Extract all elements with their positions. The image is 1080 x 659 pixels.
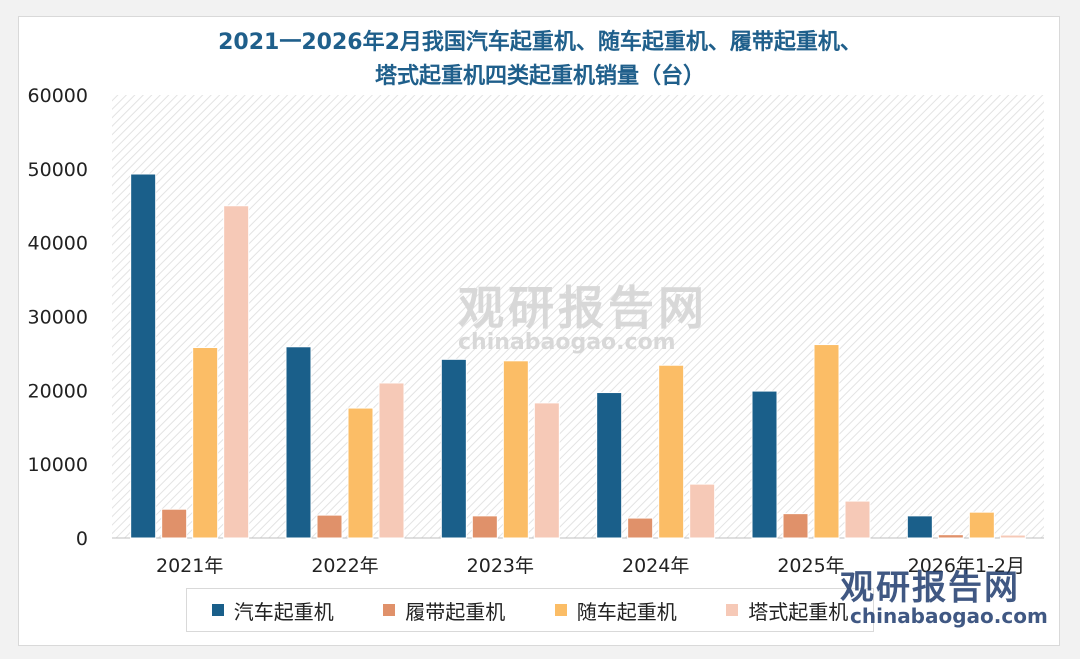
x-tick-label: 2023年 (467, 555, 534, 577)
plot-area (112, 95, 1044, 538)
chart-title-line2: 塔式起重机四类起重机销量（台） (374, 64, 705, 89)
bar (223, 205, 250, 539)
y-tick-label: 30000 (28, 307, 88, 329)
watermark-center-url: chinabaogao.com (458, 330, 676, 355)
bar (968, 511, 995, 539)
chart-title-line1: 2021一2026年2月我国汽车起重机、随车起重机、履带起重机、 (218, 30, 862, 55)
bar (937, 534, 964, 539)
legend-label: 履带起重机 (405, 599, 506, 624)
y-tick-label: 50000 (28, 159, 88, 181)
legend-item: 汽车起重机 (211, 596, 334, 625)
bar (813, 344, 840, 539)
y-tick-label: 0 (76, 528, 88, 550)
bar (999, 534, 1026, 539)
x-tick-label: 2022年 (311, 555, 378, 577)
x-tick-label: 2025年 (777, 555, 844, 577)
bar (471, 515, 498, 539)
y-tick-label: 20000 (28, 380, 88, 402)
legend-label: 汽车起重机 (233, 599, 334, 624)
bar (533, 402, 560, 539)
bar (627, 517, 654, 539)
bar (285, 346, 312, 539)
x-tick-label: 2024年 (622, 555, 689, 577)
x-tick-label: 2021年 (156, 555, 223, 577)
bar (378, 382, 405, 539)
watermark-corner-text: 观研报告网 (840, 568, 1020, 608)
y-tick-label: 10000 (28, 454, 88, 476)
bar (782, 513, 809, 539)
legend-item: 塔式起重机 (726, 596, 848, 625)
bar (844, 500, 871, 539)
bar (192, 347, 219, 539)
bar (502, 360, 529, 539)
legend-swatch (726, 604, 739, 616)
watermark-corner-url: chinabaogao.com (850, 604, 1048, 628)
bar (440, 358, 467, 539)
legend-item: 随车起重机 (554, 596, 677, 625)
legend-swatch (554, 604, 567, 616)
bar (316, 514, 343, 539)
watermark-center-text: 观研报告网 (458, 281, 708, 335)
bar (347, 407, 374, 539)
bar (596, 392, 623, 539)
legend-swatch (211, 604, 224, 616)
y-tick-label: 60000 (28, 85, 88, 107)
bar (161, 508, 188, 539)
chart-legend: 汽车起重机 履带起重机 随车起重机 塔式起重机 (186, 588, 874, 632)
x-tick-label: 2026年1-2月 (908, 555, 1025, 577)
legend-swatch (383, 604, 396, 616)
bar (689, 483, 716, 539)
bar (658, 364, 685, 539)
bar (130, 173, 157, 539)
bar (906, 515, 933, 539)
bar (751, 390, 778, 539)
legend-label: 塔式起重机 (748, 599, 849, 624)
y-tick-label: 40000 (28, 233, 88, 255)
legend-label: 随车起重机 (576, 599, 677, 624)
legend-item: 履带起重机 (383, 596, 505, 625)
